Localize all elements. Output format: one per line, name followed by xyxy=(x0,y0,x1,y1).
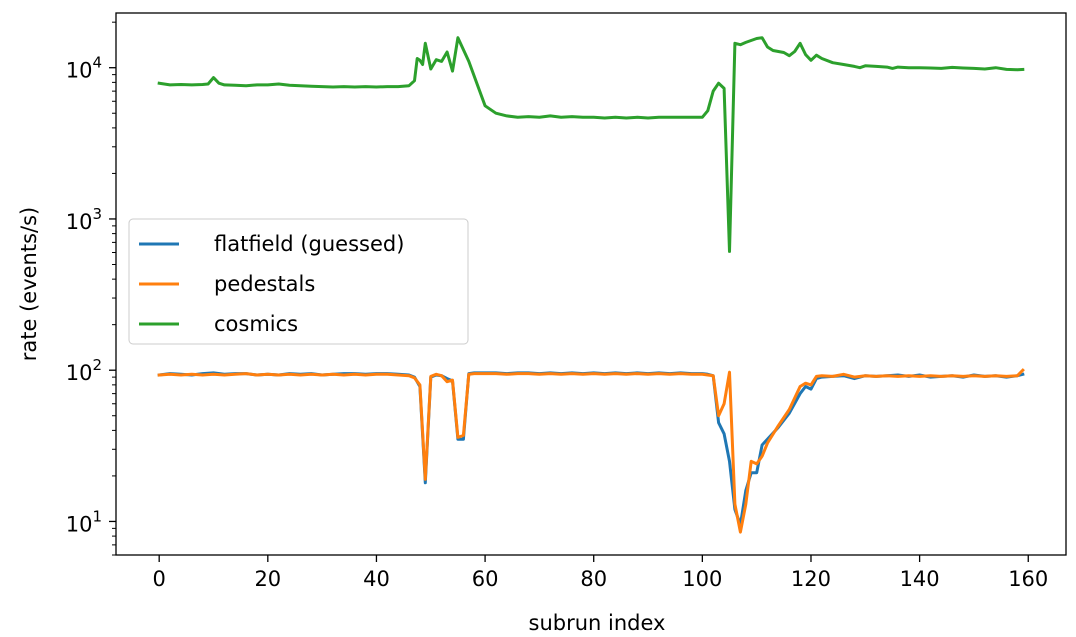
legend-box xyxy=(128,218,469,345)
x-tick-label: 60 xyxy=(472,567,499,591)
x-axis: 0 20 40 60 80 100 120 140 160 xyxy=(152,555,1048,591)
y-axis-label: rate (events/s) xyxy=(17,207,41,362)
legend-label: pedestals xyxy=(214,272,315,296)
series-line-1 xyxy=(157,368,1025,534)
x-tick-label: 160 xyxy=(1008,567,1048,591)
x-tick-label: 100 xyxy=(682,567,722,591)
x-tick-label: 120 xyxy=(791,567,831,591)
y-tick-label: 104 xyxy=(66,54,102,83)
y-tick-exponent: 4 xyxy=(92,54,102,72)
x-axis-label: subrun index xyxy=(529,611,666,635)
legend: flatfield (guessed) pedestals cosmics xyxy=(128,218,469,345)
y-tick-label: 103 xyxy=(66,205,102,234)
x-tick-label: 20 xyxy=(254,567,281,591)
plot-frame xyxy=(115,12,1067,556)
legend-label: flatfield (guessed) xyxy=(214,232,404,256)
y-tick-exponent: 3 xyxy=(92,205,102,223)
y-tick-exponent: 1 xyxy=(92,507,102,525)
x-tick-label: 0 xyxy=(152,567,165,591)
y-tick-base: 10 xyxy=(66,210,93,234)
x-tick-label: 140 xyxy=(900,567,940,591)
y-tick-base: 10 xyxy=(66,361,93,385)
series-line-0 xyxy=(157,371,1025,527)
y-tick-exponent: 2 xyxy=(92,356,102,374)
y-tick-label: 102 xyxy=(66,356,102,385)
x-tick-label: 40 xyxy=(363,567,390,591)
plot-lines xyxy=(157,36,1025,534)
series-line-2 xyxy=(157,36,1025,253)
y-tick-base: 10 xyxy=(66,59,93,83)
x-tick-label: 80 xyxy=(580,567,607,591)
y-tick-base: 10 xyxy=(66,512,93,536)
y-tick-label: 101 xyxy=(66,507,102,536)
legend-label: cosmics xyxy=(214,312,298,336)
